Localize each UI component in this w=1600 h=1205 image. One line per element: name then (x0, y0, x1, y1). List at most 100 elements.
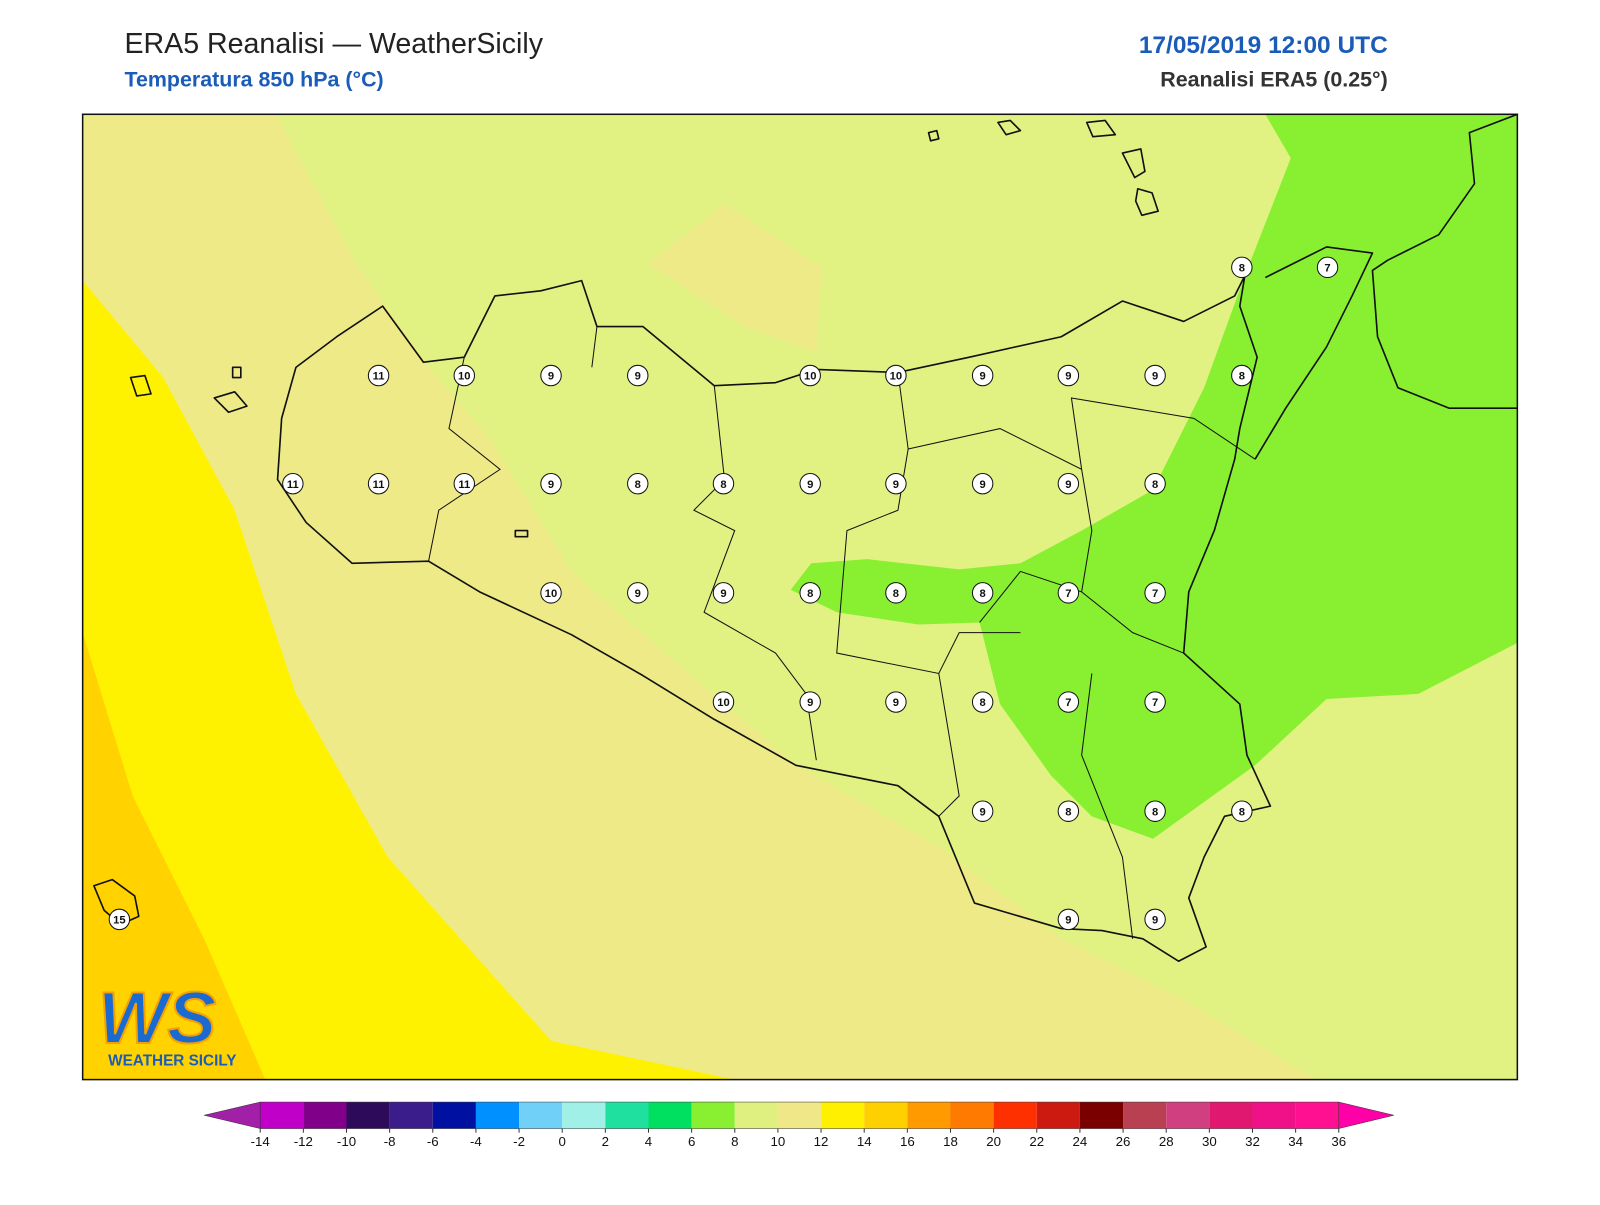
station-marker (540, 472, 562, 495)
station-marker (1231, 256, 1253, 279)
colorbar-tick-label: -2 (513, 1134, 525, 1149)
station-value: 10 (890, 371, 902, 383)
logo-mark: WS (98, 976, 216, 1059)
logo: WS WEATHER SICILY (97, 975, 237, 1069)
station-marker (540, 582, 562, 604)
colorbar-over (1338, 1101, 1394, 1129)
station-marker (108, 908, 131, 931)
station-marker (799, 472, 821, 495)
station-marker (453, 472, 475, 495)
colorbar-tick-label: 34 (1288, 1134, 1303, 1149)
station-value: 8 (893, 588, 899, 600)
station-value: 10 (458, 371, 470, 383)
station-value: 7 (1152, 697, 1158, 709)
station-value: 9 (893, 479, 899, 491)
station-marker (1231, 800, 1253, 822)
colorbar-segment (734, 1102, 778, 1129)
colorbar-tick-label: 6 (688, 1134, 695, 1149)
station-marker (971, 364, 994, 387)
colorbar-tick-label: 28 (1159, 1134, 1174, 1149)
station-value: 8 (980, 588, 986, 600)
station-value: 9 (1065, 914, 1071, 926)
colorbar-segment (260, 1102, 304, 1129)
colorbar-tick-label: -8 (384, 1134, 396, 1149)
station-value: 8 (635, 479, 641, 491)
station-value: 8 (1239, 371, 1245, 383)
station-value: 9 (720, 588, 726, 600)
station-marker (1057, 800, 1080, 822)
colorbar-segment (1166, 1102, 1210, 1129)
station-value: 9 (980, 806, 986, 818)
station-marker (1144, 908, 1166, 931)
station-value: 8 (1239, 262, 1245, 274)
station-marker (627, 364, 649, 387)
station-marker (1057, 582, 1080, 604)
colorbar-segment (432, 1102, 476, 1129)
station-value: 7 (1065, 697, 1071, 709)
title: ERA5 Reanalisi — WeatherSicily (124, 28, 543, 60)
colorbar-tick-label: 22 (1029, 1134, 1044, 1149)
source: Reanalisi ERA5 (0.25°) (1160, 68, 1387, 92)
colorbar-segment (389, 1102, 433, 1129)
colorbar-segment (519, 1102, 563, 1129)
station-marker (971, 582, 994, 604)
logo-text: WEATHER SICILY (108, 1052, 236, 1069)
station-value: 9 (1065, 371, 1071, 383)
colorbar-tick-label: 14 (857, 1134, 872, 1149)
station-value: 9 (893, 697, 899, 709)
colorbar-segment (1036, 1102, 1080, 1129)
station-value: 11 (458, 479, 470, 491)
station-marker (540, 364, 562, 387)
station-value: 8 (807, 588, 813, 600)
colorbar-segment (346, 1102, 390, 1129)
colorbar-segment (864, 1102, 908, 1129)
station-value: 9 (635, 371, 641, 383)
colorbar-segment (993, 1102, 1037, 1129)
station-marker (885, 472, 907, 495)
map-frame (81, 113, 1519, 1081)
station-value: 10 (804, 371, 816, 383)
colorbar: -14 -12 -10 -8 -6 -4 -2 0 2 4 6 8 10 12 14 16 18 20 22 24 26… (204, 1101, 1394, 1149)
station-marker (799, 582, 821, 604)
station-value: 9 (548, 371, 554, 383)
station-value: 11 (373, 479, 385, 491)
station-value: 9 (807, 697, 813, 709)
province-borders (428, 326, 1256, 939)
colorbar-tick-label: 4 (645, 1134, 652, 1149)
station-value: 9 (807, 479, 813, 491)
colorbar-tick-label: -6 (427, 1134, 439, 1149)
band-10-12 (82, 114, 1317, 1080)
station-marker (627, 472, 649, 495)
date: 17/05/2019 12:00 UTC (1139, 32, 1388, 59)
colorbar-segment (691, 1102, 735, 1129)
station-marker (1144, 364, 1166, 387)
station-marker (367, 364, 390, 387)
colorbar-segment (821, 1102, 865, 1129)
band-12-14 (82, 280, 735, 1080)
station-value: 7 (1152, 588, 1158, 600)
band-10-12 (647, 204, 822, 353)
colorbar-tick-label: 24 (1073, 1134, 1088, 1149)
station-marker (712, 472, 735, 495)
colorbar-tick-label: 30 (1202, 1134, 1217, 1149)
colorbar-tick-label: -12 (294, 1134, 313, 1149)
station-value: 8 (1152, 806, 1158, 818)
station-marker (885, 691, 907, 713)
station-marker (1057, 472, 1080, 495)
station-marker (367, 472, 390, 495)
station-value: 8 (980, 697, 986, 709)
station-marker (1057, 364, 1080, 387)
colorbar-segment (777, 1102, 822, 1129)
station-value: 10 (545, 588, 557, 600)
colorbar-segment (1295, 1102, 1339, 1129)
station-marker (799, 364, 821, 387)
colorbar-segment (648, 1102, 692, 1129)
colorbar-tick-label: -4 (470, 1134, 482, 1149)
station-marker (627, 582, 649, 604)
islands (93, 119, 1159, 926)
colorbar-under (204, 1101, 261, 1129)
station-value: 15 (113, 914, 125, 926)
station-value: 8 (1065, 806, 1071, 818)
colorbar-tick-label: 16 (900, 1134, 915, 1149)
